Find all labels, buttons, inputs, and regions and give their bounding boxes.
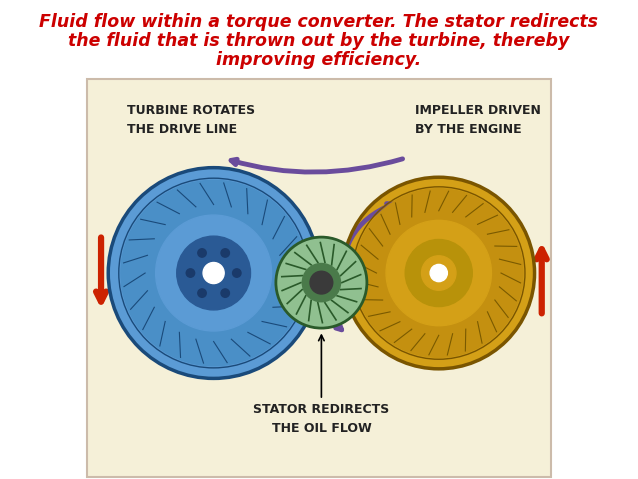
Text: improving efficiency.: improving efficiency. bbox=[216, 51, 422, 69]
Text: THE DRIVE LINE: THE DRIVE LINE bbox=[128, 123, 237, 136]
Text: BY THE ENGINE: BY THE ENGINE bbox=[415, 123, 521, 136]
Circle shape bbox=[276, 237, 367, 328]
Text: IMPELLER DRIVEN: IMPELLER DRIVEN bbox=[415, 103, 540, 117]
Text: Fluid flow within a torque converter. The stator redirects: Fluid flow within a torque converter. Th… bbox=[40, 12, 598, 31]
Circle shape bbox=[198, 289, 206, 297]
Circle shape bbox=[203, 262, 224, 284]
Circle shape bbox=[310, 271, 333, 294]
Text: STATOR REDIRECTS: STATOR REDIRECTS bbox=[253, 403, 390, 416]
Circle shape bbox=[156, 215, 272, 331]
Circle shape bbox=[221, 289, 230, 297]
Circle shape bbox=[405, 240, 472, 307]
Text: TURBINE ROTATES: TURBINE ROTATES bbox=[128, 103, 256, 117]
Circle shape bbox=[422, 256, 456, 290]
Text: THE OIL FLOW: THE OIL FLOW bbox=[272, 422, 371, 435]
Circle shape bbox=[121, 180, 306, 366]
FancyBboxPatch shape bbox=[87, 79, 551, 477]
Circle shape bbox=[355, 189, 523, 357]
Circle shape bbox=[221, 249, 230, 257]
Circle shape bbox=[430, 264, 447, 282]
Circle shape bbox=[302, 263, 341, 302]
Circle shape bbox=[233, 269, 241, 277]
Circle shape bbox=[177, 236, 251, 310]
Circle shape bbox=[343, 177, 535, 369]
Circle shape bbox=[198, 249, 206, 257]
Circle shape bbox=[108, 168, 319, 378]
Circle shape bbox=[386, 220, 491, 326]
Circle shape bbox=[186, 269, 195, 277]
Text: the fluid that is thrown out by the turbine, thereby: the fluid that is thrown out by the turb… bbox=[68, 32, 570, 50]
